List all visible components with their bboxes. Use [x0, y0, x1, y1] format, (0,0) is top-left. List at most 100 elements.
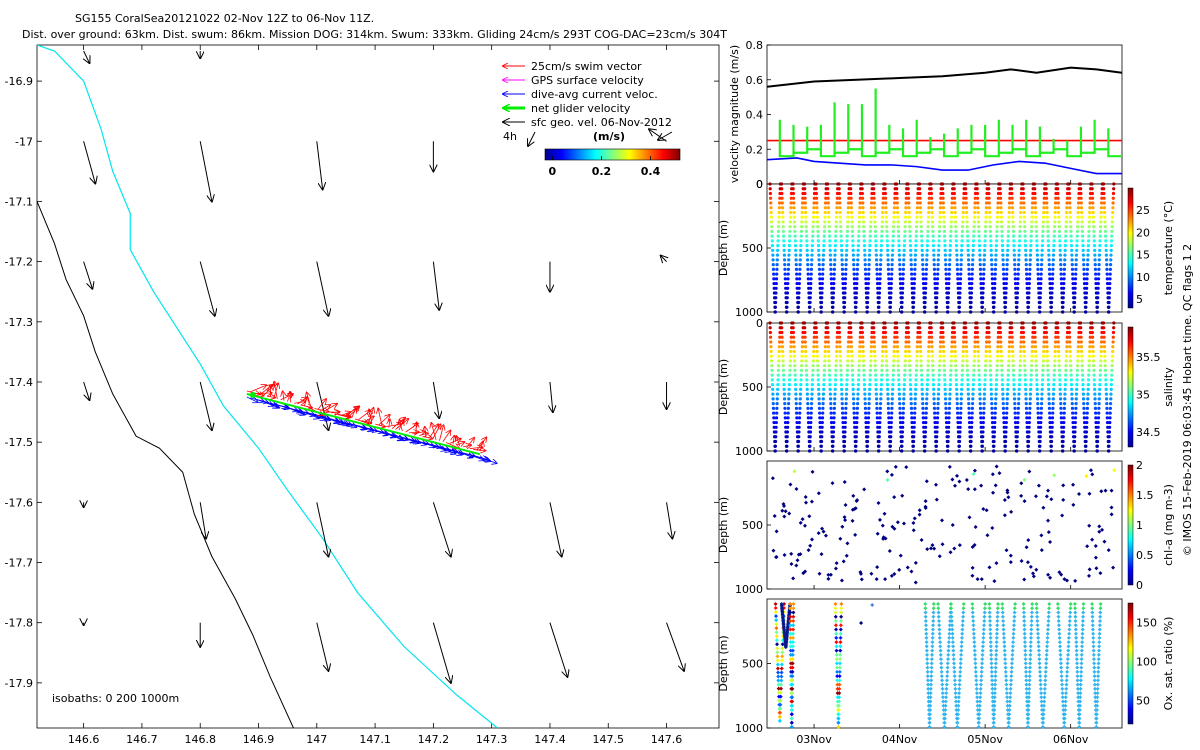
salinity-point [946, 430, 951, 434]
salinity-point [889, 420, 893, 425]
oxygen-point [989, 674, 994, 679]
salinity-point [907, 340, 911, 344]
temperature-point [942, 215, 946, 219]
salinity-point [1009, 321, 1014, 325]
salinity-point [802, 321, 807, 325]
oxygen-point [943, 708, 948, 713]
salinity-point [832, 411, 836, 415]
oxygen-point [1028, 648, 1033, 653]
salinity-point [1100, 335, 1104, 339]
oxygen-point [973, 665, 978, 670]
oxygen-point [1043, 674, 1048, 679]
oxygen-point [833, 623, 838, 628]
salinity-point [910, 416, 914, 420]
oxygen-point [778, 698, 783, 703]
oxygen-point [1011, 635, 1016, 640]
temperature-point [866, 291, 870, 295]
oxygen-point [953, 682, 958, 687]
salinity-point [1041, 364, 1045, 368]
salinity-point [1057, 359, 1061, 363]
temperature-point [1051, 267, 1055, 271]
salinity-point [1099, 349, 1103, 354]
salinity-point [915, 340, 920, 344]
chl-point [789, 551, 794, 556]
temperature-point [1101, 182, 1106, 186]
salinity-point [874, 383, 878, 387]
chl-point [981, 507, 986, 512]
oxygen-point [960, 618, 965, 623]
salinity-point [978, 392, 982, 396]
temperature-point [1010, 191, 1014, 196]
temperature-point [875, 267, 879, 271]
salinity-point [1040, 392, 1044, 396]
salinity-point [1063, 397, 1067, 401]
salinity-point [933, 416, 937, 420]
temperature-point [823, 210, 827, 215]
salinity-point [833, 397, 837, 401]
salinity-point [1022, 354, 1026, 358]
oxygen-point [834, 665, 839, 670]
temperature-point [990, 277, 994, 281]
swim-arrow [456, 442, 464, 445]
temperature-point [1019, 210, 1023, 215]
salinity-point [803, 345, 808, 349]
oxygen-point [1095, 699, 1100, 704]
salinity-point [816, 364, 820, 368]
temperature-point [1030, 206, 1034, 210]
temperature-point [1072, 300, 1077, 305]
salinity-point [1028, 397, 1032, 401]
salinity-point [964, 326, 968, 330]
salinity-point [957, 449, 961, 453]
salinity-point [769, 340, 773, 344]
temperature-point [860, 196, 865, 200]
temperature-point [1059, 262, 1063, 267]
salinity-point [995, 364, 999, 368]
temperature-point [944, 267, 948, 271]
salinity-point [990, 411, 994, 415]
temperature-point [898, 262, 902, 267]
isobath-200-line [37, 45, 498, 728]
salinity-point [1001, 406, 1006, 410]
salinity-point [898, 406, 902, 410]
oxygen-point [789, 712, 794, 717]
salinity-point [947, 416, 951, 420]
temperature-point [788, 225, 792, 229]
temperature-point [988, 215, 992, 219]
temperature-point [852, 272, 856, 276]
salinity-point [846, 345, 850, 349]
temperature-point [829, 272, 833, 276]
chl-point [893, 464, 898, 469]
temperature-point [930, 206, 934, 210]
temperature-point [1019, 196, 1023, 200]
oxygen-point [837, 686, 842, 691]
chl-point [987, 565, 992, 570]
temperature-point [1095, 300, 1100, 305]
temperature-point [1016, 272, 1020, 276]
oxygen-point [1067, 623, 1072, 628]
temperature-point [780, 201, 784, 205]
salinity-point [1086, 397, 1090, 401]
oxygen-point [1021, 606, 1026, 611]
temperature-point [1073, 286, 1077, 290]
oxygen-colorbar-label: Ox. sat. ratio (%) [1162, 617, 1175, 711]
temperature-point [856, 239, 861, 243]
temperature-point [844, 253, 849, 257]
chl-point [842, 480, 847, 485]
temperature-point [923, 300, 927, 305]
salinity-point [965, 364, 969, 368]
temperature-point [953, 206, 957, 210]
temperature-point [914, 244, 918, 248]
temperature-point [1085, 281, 1089, 286]
chl-point [771, 548, 776, 553]
oxygen-point [1059, 678, 1064, 683]
temperature-point [994, 239, 999, 243]
oxygen-point [1038, 686, 1043, 691]
chl-point [1004, 548, 1009, 553]
oxygen-point [791, 618, 796, 623]
salinity-point [834, 359, 838, 363]
oxygen-point [1098, 602, 1103, 606]
salinity-point [1111, 340, 1115, 344]
salinity-point [1002, 420, 1006, 425]
salinity-point [868, 373, 872, 377]
salinity-point [937, 378, 941, 382]
